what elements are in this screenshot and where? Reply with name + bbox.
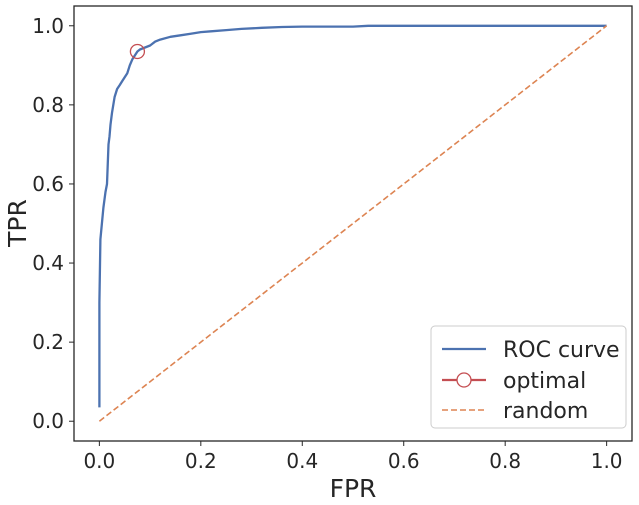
x-tick-label: 0.0 (83, 449, 115, 473)
plot-area (69, 5, 633, 446)
legend-label-optimal: optimal (503, 369, 586, 394)
y-tick-label: 0.6 (32, 172, 64, 196)
y-tick-label: 1.0 (32, 14, 64, 38)
y-tick-label: 0.0 (32, 409, 64, 433)
x-tick-label: 0.2 (185, 449, 217, 473)
legend-label-roc-curve: ROC curve (503, 338, 620, 363)
legend: ROC curve optimal random (430, 325, 627, 429)
optimal-point-marker (129, 43, 146, 60)
plot-frame (73, 5, 633, 442)
legend-frame (430, 325, 627, 429)
x-axis: 0.0 0.2 0.4 0.6 0.8 1.0 (83, 449, 622, 473)
y-tick-label: 0.8 (32, 93, 64, 117)
y-tick-label: 0.2 (32, 330, 64, 354)
y-axis: 0.0 0.2 0.4 0.6 0.8 1.0 (32, 14, 64, 433)
x-tick-label: 0.6 (388, 449, 420, 473)
x-axis-title: FPR (330, 474, 377, 503)
legend-label-random: random (503, 399, 588, 424)
x-tick-label: 1.0 (591, 449, 623, 473)
x-tick-label: 0.8 (489, 449, 521, 473)
roc-curve-line (98, 24, 607, 408)
legend-marker-optimal (456, 372, 472, 388)
y-tick-label: 0.4 (32, 251, 64, 275)
y-axis-title: TPR (3, 199, 32, 248)
x-tick-label: 0.4 (286, 449, 318, 473)
random-line (98, 25, 608, 422)
